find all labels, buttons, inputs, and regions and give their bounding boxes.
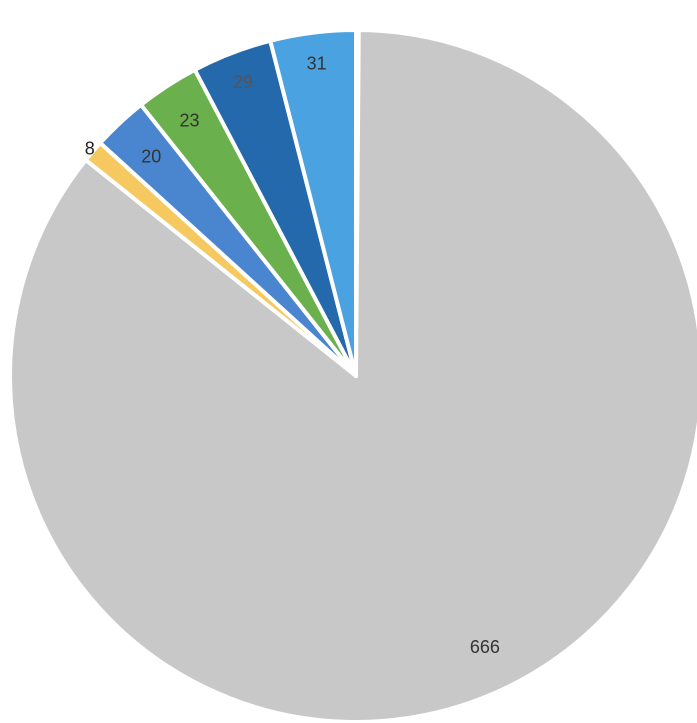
slice-label-8: 8 <box>85 139 95 159</box>
pie-slice-31 <box>268 28 358 378</box>
slice-label-23: 23 <box>179 110 199 130</box>
slice-label-29: 29 <box>233 72 253 92</box>
slice-label-31: 31 <box>307 53 327 73</box>
slice-label-666: 666 <box>470 637 500 657</box>
slice-label-20: 20 <box>141 147 161 167</box>
